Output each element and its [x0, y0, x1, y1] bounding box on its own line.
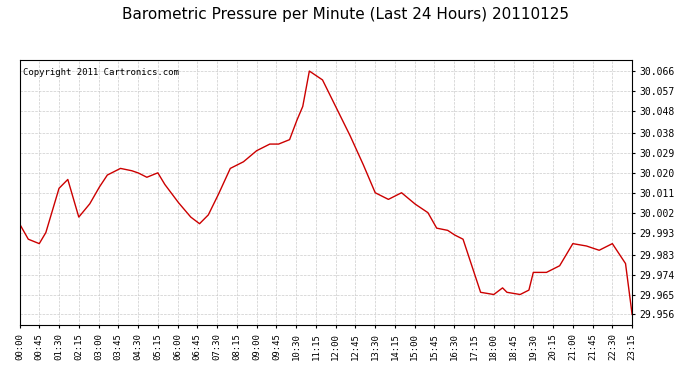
Text: Barometric Pressure per Minute (Last 24 Hours) 20110125: Barometric Pressure per Minute (Last 24 … [121, 8, 569, 22]
Text: Copyright 2011 Cartronics.com: Copyright 2011 Cartronics.com [23, 68, 179, 77]
